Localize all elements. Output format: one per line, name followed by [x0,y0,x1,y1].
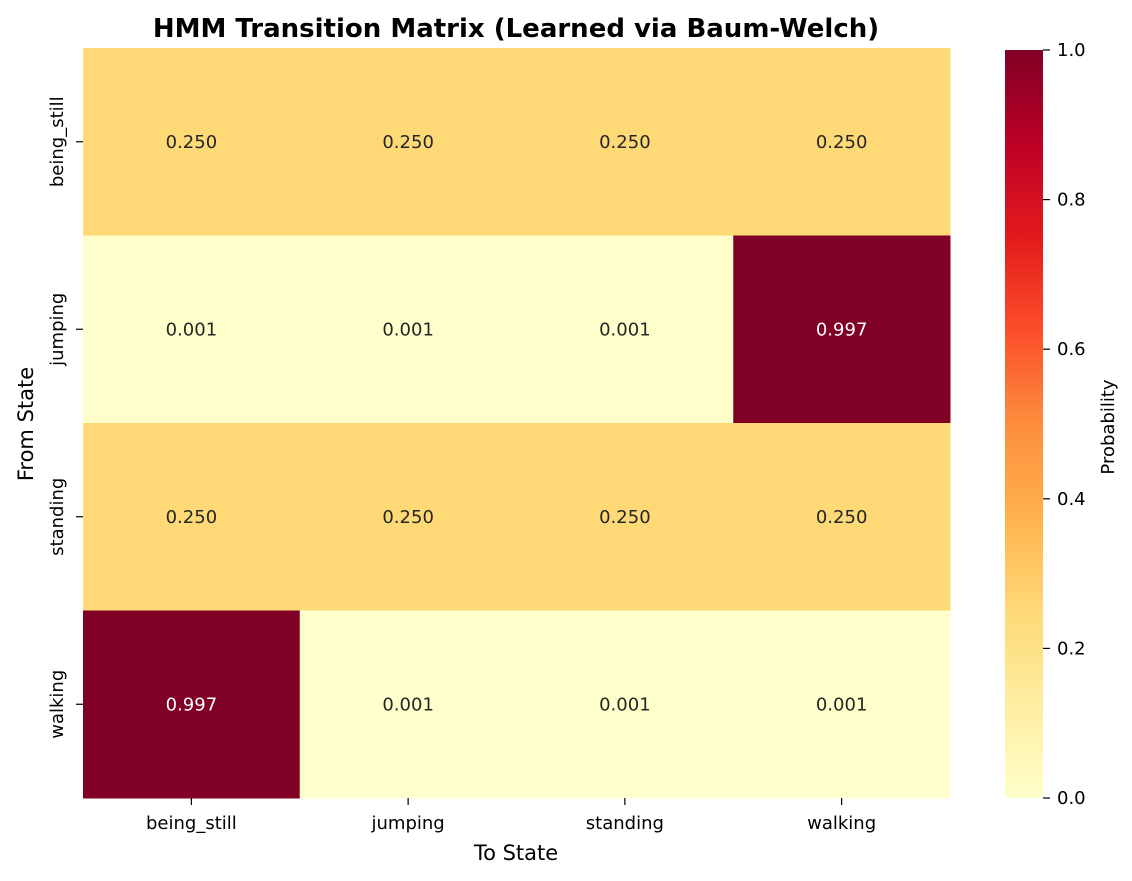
heatmap-cell-labels: 0.250 0.250 0.250 0.250 0.001 0.001 0.001 0.997… [166,132,868,716]
y-axis-label: From State [14,367,38,481]
cell-value-label: 0.250 [816,132,868,153]
cell-value-label: 0.997 [816,319,868,340]
cell-value-label: 0.001 [599,694,651,715]
x-tick-label: walking [807,813,876,834]
cell-value-label: 0.001 [599,319,651,340]
x-tick-label: standing [586,813,664,834]
heatmap-cell [83,423,301,611]
cell-value-label: 0.250 [816,507,868,528]
heatmap-cell [733,48,951,236]
heatmap-cell [299,423,517,611]
cell-value-label: 0.001 [382,694,434,715]
cell-value-label: 0.250 [382,132,434,153]
heatmap-cell [733,235,951,424]
colorbar-tick-label: 0.8 [1057,190,1086,211]
y-tick-label: walking [47,670,68,739]
heatmap-cell [733,423,951,611]
heatmap-cell [299,610,517,799]
heatmap-cell [83,48,301,236]
cell-value-label: 0.001 [382,319,434,340]
cell-value-label: 0.250 [382,507,434,528]
cell-value-label: 0.250 [166,507,218,528]
x-tick-label: being_still [146,813,237,834]
colorbar-tick-label: 1.0 [1057,40,1086,61]
colorbar-tick-label: 0.0 [1057,788,1086,809]
cell-value-label: 0.250 [599,507,651,528]
colorbar-label: Probability [1098,379,1119,474]
heatmap-cell [516,610,734,799]
heatmap-cell [516,48,734,236]
y-tick-label: standing [47,478,68,556]
cell-value-label: 0.001 [166,319,218,340]
x-tick-label: jumping [371,813,445,834]
heatmap-cell [299,235,517,424]
y-tick-label: jumping [47,293,68,367]
heatmap-cell [516,235,734,424]
colorbar [1005,50,1043,798]
colorbar-tick-label: 0.2 [1057,638,1086,659]
heatmap-cell [83,235,301,424]
x-axis-ticks: being_still jumping standing walking [146,798,876,834]
heatmap-cell [83,610,301,799]
cell-value-label: 0.001 [816,694,868,715]
cell-value-label: 0.997 [166,694,218,715]
cell-value-label: 0.250 [599,132,651,153]
chart-title: HMM Transition Matrix (Learned via Baum-… [153,14,879,44]
y-tick-label: being_still [47,96,68,187]
cell-value-label: 0.250 [166,132,218,153]
heatmap-cell [299,48,517,236]
colorbar-tick-label: 0.6 [1057,339,1086,360]
heatmap-cell [516,423,734,611]
colorbar-tick-label: 0.4 [1057,489,1086,510]
heatmap-cell [733,610,951,799]
x-axis-label: To State [473,841,558,865]
colorbar-ticks: 0.0 0.2 0.4 0.6 0.8 1.0 [1043,40,1086,809]
heatmap-cells [83,48,951,799]
